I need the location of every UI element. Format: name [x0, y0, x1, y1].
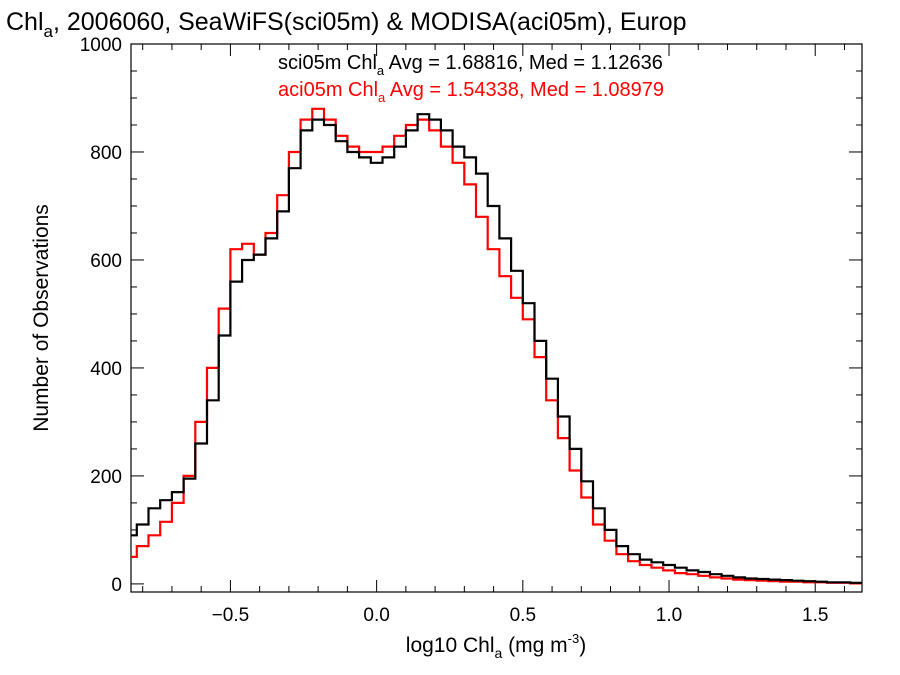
x-tick-label: 0.5 [510, 605, 536, 626]
chart-title-prefix: Chl [6, 8, 44, 36]
y-tick-labels: 0 200 400 600 800 1000 [80, 35, 122, 596]
y-tick-label: 1000 [80, 35, 122, 56]
x-axis-label-mid: (mg m [502, 634, 567, 657]
legend-sci05m-suffix: Avg = 1.68816, Med = 1.12636 [384, 52, 663, 74]
axis-ticks [131, 43, 862, 592]
series-layer [131, 107, 862, 585]
y-axis-label: Number of Observations [30, 204, 53, 432]
y-tick-label: 600 [90, 251, 122, 272]
x-tick-label: 1.5 [802, 605, 828, 626]
y-tick-label: 400 [90, 359, 122, 380]
x-axis-label-superscript: -3 [568, 631, 580, 646]
x-axis-label-prefix: log10 Chl [406, 634, 495, 657]
x-axis-label-suffix: ) [579, 634, 586, 657]
series-sci05m-step-line [131, 113, 862, 584]
x-axis-label: log10 Chla (mg m-3) [406, 631, 586, 661]
legend-aci05m-prefix: aci05m Chl [278, 79, 378, 101]
legend-sci05m-subscript: a [377, 63, 385, 78]
x-axis-label-subscript: a [495, 645, 503, 661]
legend-entry-sci05m: sci05m Chla Avg = 1.68816, Med = 1.12636 [278, 52, 663, 78]
legend-aci05m-subscript: a [378, 90, 386, 105]
x-tick-label: 1.0 [656, 605, 682, 626]
chart-title-suffix: , 2006060, SeaWiFS(sci05m) & MODISA(aci0… [53, 8, 687, 36]
x-tick-label: 0.0 [363, 605, 389, 626]
y-tick-label: 800 [90, 143, 122, 164]
svg-text:Chla, 2006060, SeaWiFS(sci05m): Chla, 2006060, SeaWiFS(sci05m) & MODISA(… [6, 8, 687, 41]
legend-aci05m-suffix: Avg = 1.54338, Med = 1.08979 [385, 79, 664, 101]
y-tick-label: 200 [90, 467, 122, 488]
chart-title-subscript: a [44, 22, 54, 41]
x-tick-label: −0.5 [212, 605, 250, 626]
chart-title: Chla, 2006060, SeaWiFS(sci05m) & MODISA(… [6, 8, 687, 41]
plot-area-frame [130, 43, 863, 593]
legend-sci05m-prefix: sci05m Chl [278, 52, 377, 74]
y-tick-label: 0 [111, 575, 122, 596]
series-aci05m-step-line [131, 107, 862, 585]
x-tick-labels: −0.5 0.0 0.5 1.0 1.5 [212, 605, 829, 626]
legend-entry-aci05m: aci05m Chla Avg = 1.54338, Med = 1.08979 [278, 79, 664, 105]
legend: sci05m Chla Avg = 1.68816, Med = 1.12636… [278, 52, 664, 105]
